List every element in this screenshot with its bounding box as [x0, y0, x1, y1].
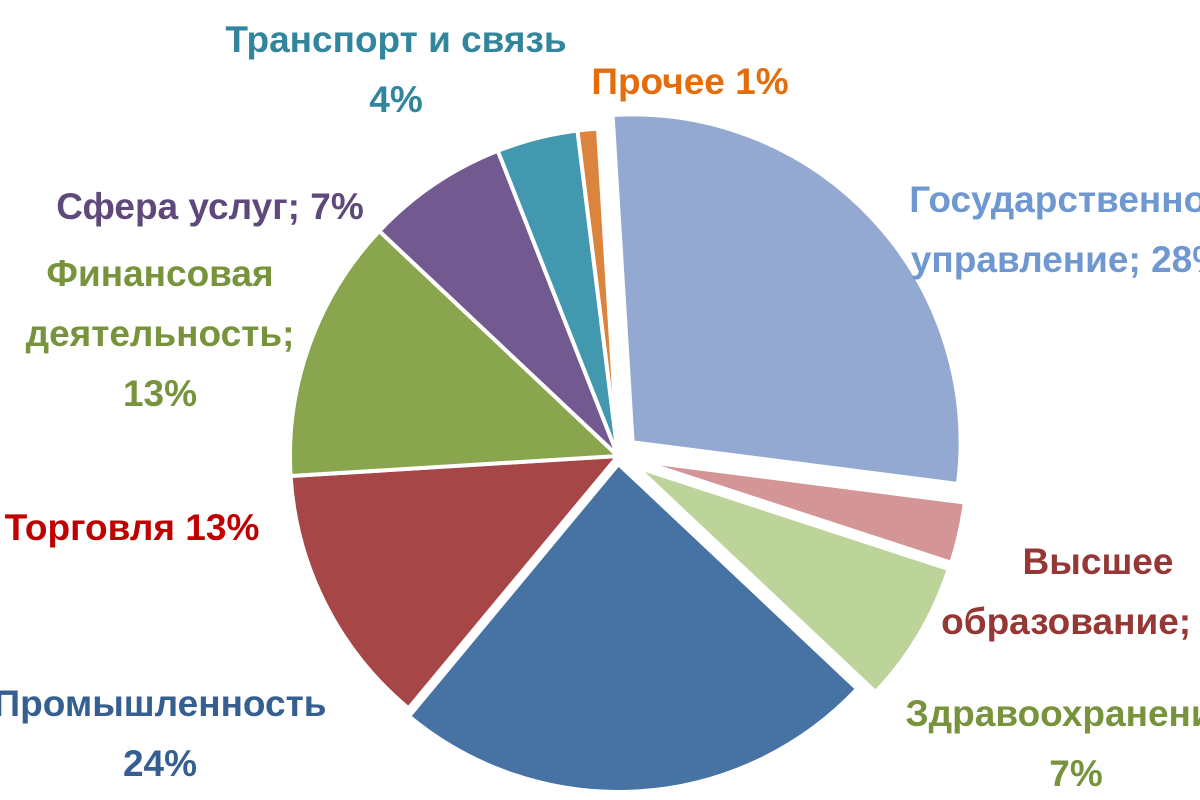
data-label-финансовая-деятельность: Финансовая деятельность; 13%: [26, 253, 295, 414]
data-label-сфера-услуг: Сфера услуг; 7%: [56, 186, 363, 227]
data-label-line: образование; 3%: [941, 601, 1200, 642]
pie-slice-финансовая-деятельность: [288, 229, 620, 479]
data-label-торговля: Торговля 13%: [5, 507, 260, 548]
data-label-здравоохранение: Здравоохранение; 7%: [905, 693, 1200, 794]
data-label-транспорт-и-связь: Транспорт и связь 4%: [225, 19, 566, 120]
pie-slices: [288, 112, 967, 794]
data-label-line: Высшее: [1023, 541, 1174, 582]
pie-labels: Государственное управление; 28% Высшее обра…: [0, 19, 1200, 794]
pie-slice-торговля: [288, 454, 620, 711]
data-label-line: Финансовая: [46, 253, 273, 294]
pie-slice-высшее-образование: [637, 458, 967, 565]
data-label-line: Прочее 1%: [591, 61, 788, 102]
data-label-line: 24%: [123, 743, 197, 784]
data-label-line: 7%: [1049, 753, 1102, 794]
pie-slice-промышленность: [406, 461, 860, 794]
data-label-line: 13%: [123, 373, 197, 414]
data-label-государственное-управление: Государственное управление; 28%: [909, 179, 1200, 280]
data-label-высшее-образование: Высшее образование; 3%: [941, 541, 1200, 642]
data-label-line: Торговля 13%: [5, 507, 260, 548]
data-label-line: управление; 28%: [911, 239, 1200, 280]
pie-slice-сфера-услуг: [377, 148, 620, 458]
data-label-промышленность: Промышленность 24%: [0, 683, 326, 784]
data-label-line: 4%: [369, 79, 422, 120]
data-label-line: Промышленность: [0, 683, 326, 724]
pie-slice-здравоохранение: [634, 465, 951, 695]
data-label-line: Здравоохранение;: [905, 693, 1200, 734]
data-label-line: Государственное: [909, 179, 1200, 220]
data-label-line: Сфера услуг; 7%: [56, 186, 363, 227]
pie-slice-прочее: [575, 126, 620, 458]
pie-slice-государственное-управление: [610, 112, 963, 487]
data-label-line: Транспорт и связь: [225, 19, 566, 60]
data-label-прочее: Прочее 1%: [591, 61, 788, 102]
data-label-line: деятельность;: [26, 313, 295, 354]
